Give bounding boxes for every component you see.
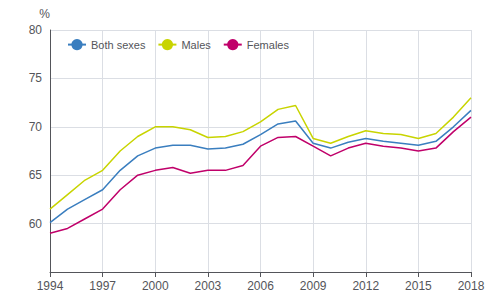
svg-text:80: 80 xyxy=(29,23,43,37)
svg-text:2015: 2015 xyxy=(405,279,432,293)
svg-text:1994: 1994 xyxy=(37,279,64,293)
svg-text:2018: 2018 xyxy=(458,279,485,293)
svg-text:75: 75 xyxy=(29,71,43,85)
svg-text:70: 70 xyxy=(29,120,43,134)
svg-text:2009: 2009 xyxy=(300,279,327,293)
svg-text:Males: Males xyxy=(181,39,211,51)
svg-text:%: % xyxy=(39,7,50,21)
svg-text:2006: 2006 xyxy=(247,279,274,293)
svg-text:2012: 2012 xyxy=(352,279,379,293)
svg-text:2003: 2003 xyxy=(195,279,222,293)
svg-text:1997: 1997 xyxy=(89,279,116,293)
svg-text:65: 65 xyxy=(29,168,43,182)
svg-text:Both sexes: Both sexes xyxy=(91,39,146,51)
svg-text:60: 60 xyxy=(29,217,43,231)
svg-text:2000: 2000 xyxy=(142,279,169,293)
svg-text:Females: Females xyxy=(247,39,290,51)
